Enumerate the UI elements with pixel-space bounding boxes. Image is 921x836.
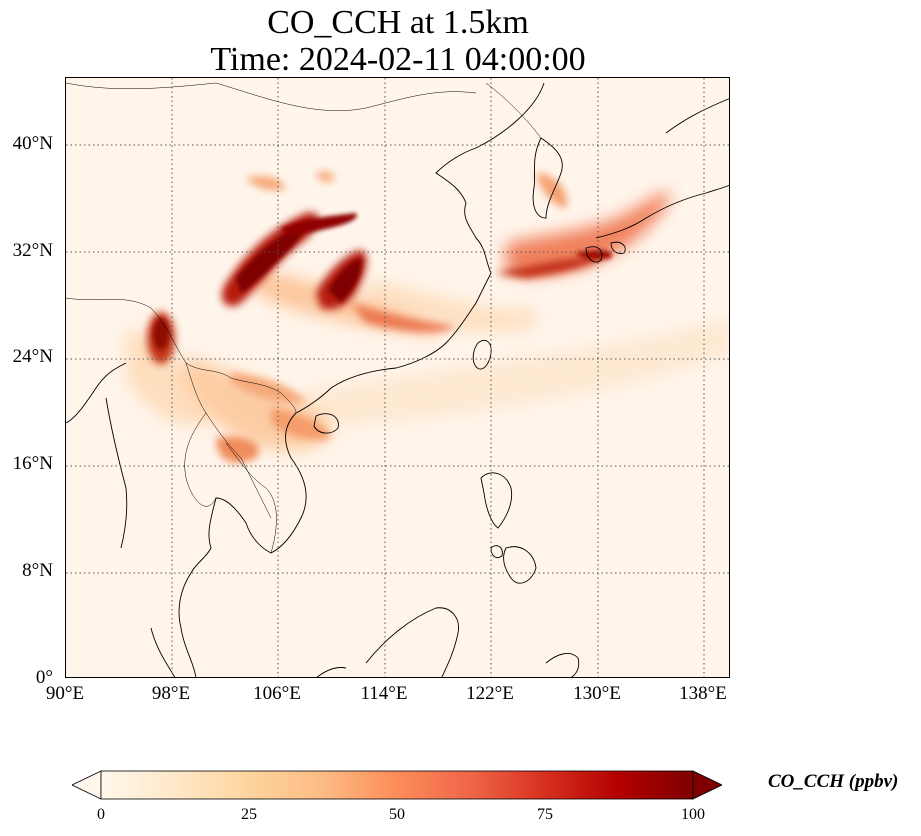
colorbar-extend-max bbox=[692, 770, 723, 800]
colorbar-tick-label: 75 bbox=[537, 806, 553, 823]
coastline-luzon bbox=[480, 472, 513, 529]
coastline-sumatra bbox=[150, 627, 176, 677]
colorbar-gradient bbox=[71, 770, 723, 800]
lat-tick-label: 0° bbox=[35, 667, 53, 688]
lat-tick-label: 32°N bbox=[12, 240, 53, 261]
map-canvas bbox=[66, 78, 729, 677]
lon-tick-label: 130°E bbox=[573, 683, 621, 704]
coastline-japan-honshu bbox=[595, 184, 729, 239]
lon-tick-label: 98°E bbox=[151, 683, 191, 704]
lon-tick-label: 122°E bbox=[466, 683, 514, 704]
colorbar-extend-min bbox=[71, 770, 102, 800]
plume-south-sea bbox=[296, 318, 729, 425]
coastline-mindanao bbox=[503, 546, 537, 584]
colorbar-tick-label: 50 bbox=[389, 806, 405, 823]
lat-tick-label: 40°N bbox=[12, 133, 53, 154]
colorbar-label: CO_CCH (ppbv) bbox=[768, 771, 899, 792]
chart-title: CO_CCH at 1.5km bbox=[267, 4, 529, 41]
plume-korea-japan bbox=[506, 192, 671, 275]
coastline-hokkaido bbox=[665, 98, 729, 134]
coastline-korea bbox=[532, 137, 563, 219]
chart-subtitle-time: Time: 2024-02-11 04:00:00 bbox=[210, 41, 586, 78]
map-plot-area bbox=[65, 77, 730, 678]
colorbar-tick-label: 25 bbox=[241, 806, 257, 823]
colorbar-tick-label: 0 bbox=[97, 806, 105, 823]
coastline-taiwan bbox=[472, 339, 492, 370]
colorbar-tick-label: 100 bbox=[681, 806, 705, 823]
lon-tick-label: 106°E bbox=[253, 683, 301, 704]
hotspot-east-china-sea bbox=[496, 253, 606, 278]
coastline-indochina bbox=[178, 412, 307, 677]
coastline-myanmar bbox=[105, 397, 128, 549]
plume-central-to-coast bbox=[351, 303, 456, 333]
gridlines bbox=[66, 78, 729, 677]
country-borders bbox=[66, 82, 542, 554]
co-concentration-field bbox=[126, 170, 729, 463]
coastline-hainan bbox=[313, 413, 339, 434]
lon-tick-label: 114°E bbox=[360, 683, 408, 704]
plume-myanmar bbox=[126, 328, 216, 426]
hotspot-korea bbox=[536, 173, 567, 208]
hotspot-south-china bbox=[231, 373, 306, 404]
coastline-sulawesi bbox=[545, 652, 580, 677]
lon-tick-label: 138°E bbox=[679, 683, 727, 704]
coastline-bay-of-bengal bbox=[66, 362, 127, 424]
hotspot-laos bbox=[216, 436, 259, 463]
lat-tick-label: 24°N bbox=[12, 346, 53, 367]
colorbar bbox=[71, 770, 723, 800]
lon-tick-label: 90°E bbox=[45, 683, 85, 704]
lat-tick-label: 8°N bbox=[22, 560, 53, 581]
lat-tick-label: 16°N bbox=[12, 453, 53, 474]
coastline-borneo bbox=[365, 607, 459, 677]
colorbar-body bbox=[100, 770, 694, 800]
